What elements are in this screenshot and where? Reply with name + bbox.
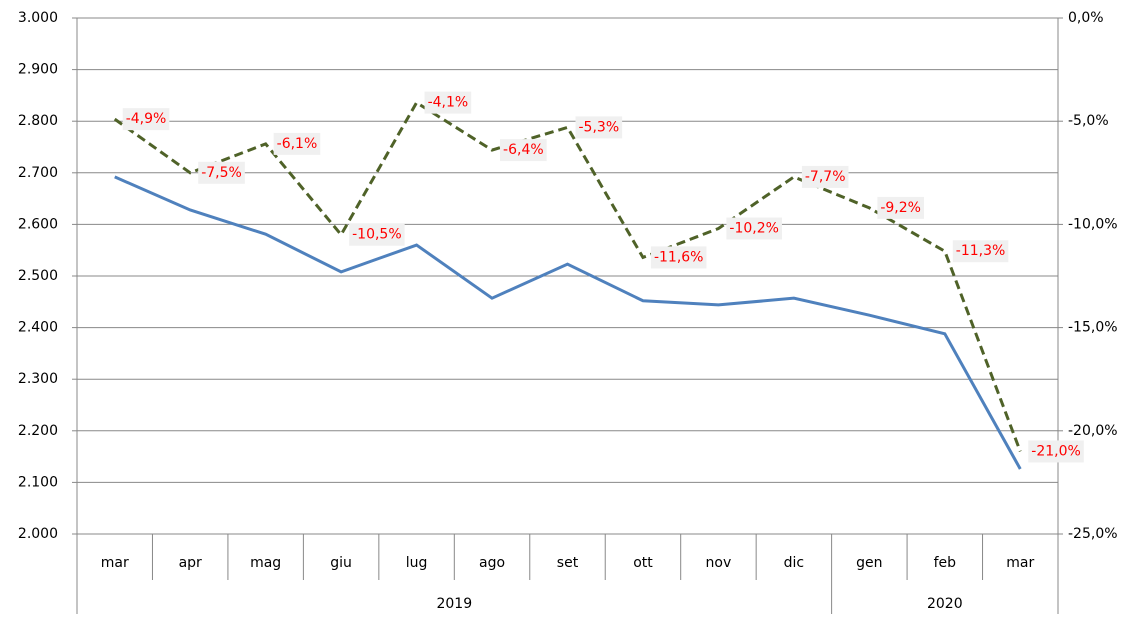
data-label-text: -5,3% <box>579 119 620 135</box>
data-label-text: -11,3% <box>956 243 1006 259</box>
data-label: -6,1% <box>273 132 321 155</box>
year-label: 2020 <box>927 596 963 612</box>
data-label: -5,3% <box>575 116 623 139</box>
x-tick-label: giu <box>330 555 352 571</box>
x-tick-label: dic <box>784 555 804 571</box>
x-tick-label: ott <box>633 555 653 571</box>
y2-tick-label: 0,0% <box>1068 10 1104 26</box>
y-tick-label: 2.900 <box>18 62 58 78</box>
data-label: -4,9% <box>122 108 170 131</box>
data-label-text: -7,5% <box>201 165 242 181</box>
data-label: -10,2% <box>726 217 782 240</box>
y-tick-label: 2.200 <box>18 423 58 439</box>
data-label-bg <box>122 108 170 131</box>
y2-tick-label: -20,0% <box>1068 423 1118 439</box>
data-label-text: -10,2% <box>729 221 779 237</box>
data-label-text: -6,1% <box>277 136 318 152</box>
y-tick-label: 2.800 <box>18 113 58 129</box>
x-tick-label: gen <box>856 555 882 571</box>
data-label: -7,5% <box>198 161 245 184</box>
data-label-bg <box>424 91 472 114</box>
y-tick-label: 2.000 <box>18 526 58 542</box>
data-label-bg <box>1028 440 1084 463</box>
data-label-bg <box>877 196 924 219</box>
data-label-bg <box>273 132 321 155</box>
data-label-bg <box>801 165 849 188</box>
data-label-bg <box>500 139 547 162</box>
data-label-bg <box>349 223 405 246</box>
y2-tick-label: -10,0% <box>1068 216 1118 232</box>
y2-tick-label: -25,0% <box>1068 526 1118 542</box>
x-tick-label: mag <box>250 555 281 571</box>
y2-tick-label: -5,0% <box>1068 113 1109 129</box>
x-tick-label: feb <box>934 555 957 571</box>
data-label: -21,0% <box>1028 440 1084 463</box>
data-label-text: -7,7% <box>805 169 846 185</box>
y-tick-label: 3.000 <box>18 10 58 26</box>
data-label-text: -9,2% <box>880 200 921 216</box>
data-label-bg <box>952 240 1009 263</box>
data-label-bg <box>198 161 245 184</box>
data-label-text: -6,4% <box>503 142 544 158</box>
x-tick-label: mar <box>1006 555 1034 571</box>
year-label: 2019 <box>436 596 472 612</box>
y-tick-label: 2.700 <box>18 165 58 181</box>
x-tick-label: mar <box>101 555 129 571</box>
series-line <box>113 100 1022 452</box>
data-label-text: -4,1% <box>428 95 469 111</box>
y2-tick-label: -15,0% <box>1068 320 1118 336</box>
data-label-text: -21,0% <box>1031 443 1081 459</box>
data-label: -4,1% <box>424 91 472 114</box>
data-label: -9,2% <box>877 196 924 219</box>
data-label-bg <box>575 116 623 139</box>
x-tick-label: apr <box>179 555 202 571</box>
series-line <box>114 175 1022 470</box>
data-label-bg <box>726 217 782 240</box>
x-tick-label: set <box>557 555 579 571</box>
data-label-text: -11,6% <box>654 249 704 265</box>
y-tick-label: 2.400 <box>18 320 58 336</box>
data-label: -11,3% <box>952 240 1009 263</box>
data-label: -6,4% <box>500 139 547 162</box>
data-label-text: -4,9% <box>126 111 167 127</box>
y-tick-label: 2.300 <box>18 371 58 387</box>
x-tick-label: ago <box>479 555 505 571</box>
data-label-text: -10,5% <box>352 227 402 243</box>
y-tick-label: 2.600 <box>18 216 58 232</box>
x-tick-label: lug <box>406 555 428 571</box>
data-label-bg <box>650 246 707 269</box>
y-tick-label: 2.500 <box>18 268 58 284</box>
y-tick-label: 2.100 <box>18 474 58 490</box>
data-label: -10,5% <box>349 223 405 246</box>
data-label: -7,7% <box>801 165 849 188</box>
data-label: -11,6% <box>650 246 707 269</box>
x-tick-label: nov <box>706 555 732 571</box>
